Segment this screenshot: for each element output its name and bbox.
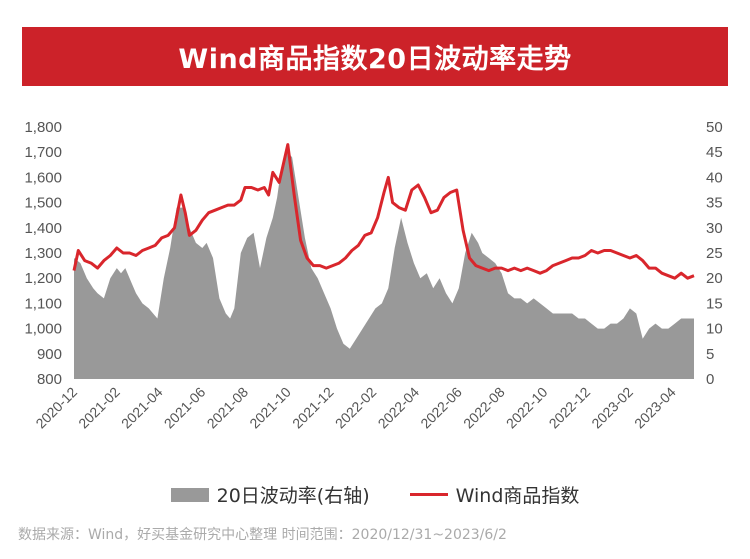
x-axis-ticks: 2020-122021-022021-042021-062021-082021-…	[32, 384, 678, 432]
right-tick-label: 35	[706, 195, 723, 212]
right-tick-label: 25	[706, 245, 723, 262]
left-tick-label: 1,800	[24, 119, 62, 136]
left-axis-ticks: 800 900 1,000 1,100 1,200 1,300 1,400 1,500 1,60…	[24, 119, 62, 388]
left-tick-label: 1,300	[24, 245, 62, 262]
right-tick-label: 45	[706, 144, 723, 161]
left-tick-label: 1,600	[24, 169, 62, 186]
plot-area	[72, 143, 695, 379]
right-tick-label: 0	[706, 371, 714, 388]
x-tick-label: 2021-06	[161, 384, 209, 432]
x-tick-label: 2023-02	[588, 384, 636, 432]
x-tick-label: 2022-04	[375, 384, 423, 432]
title-banner: Wind商品指数20日波动率走势	[22, 27, 728, 86]
x-tick-label: 2022-12	[546, 384, 594, 432]
x-tick-label: 2021-12	[289, 384, 337, 432]
legend: 20日波动率(右轴) Wind商品指数	[0, 481, 750, 508]
left-tick-label: 1,700	[24, 144, 62, 161]
source-note: 数据来源：Wind，好买基金研究中心整理 时间范围：2020/12/31~202…	[18, 527, 507, 543]
right-tick-label: 5	[706, 346, 714, 363]
left-tick-label: 1,000	[24, 321, 62, 338]
legend-item-volatility: 20日波动率(右轴)	[170, 481, 370, 508]
commodity-index-line	[72, 143, 695, 280]
legend-line-label: Wind商品指数	[455, 485, 580, 507]
legend-line-swatch	[409, 493, 448, 496]
right-tick-label: 30	[706, 220, 723, 237]
left-tick-label: 1,400	[24, 220, 62, 237]
left-tick-label: 800	[37, 371, 62, 388]
right-axis-ticks: 0 5 10 15 20 25 30 35 40 45 50	[706, 119, 723, 388]
right-tick-label: 15	[706, 295, 723, 312]
legend-area-label: 20日波动率(右轴)	[216, 485, 370, 507]
x-tick-label: 2021-02	[75, 384, 123, 432]
x-tick-label: 2022-08	[460, 384, 508, 432]
x-tick-label: 2022-02	[332, 384, 380, 432]
left-tick-label: 1,100	[24, 295, 62, 312]
x-tick-label: 2021-10	[246, 384, 294, 432]
chart-title: Wind商品指数20日波动率走势	[178, 44, 572, 75]
x-tick-label: 2020-12	[32, 384, 80, 432]
right-tick-label: 40	[706, 169, 723, 186]
volatility-area	[74, 152, 694, 379]
x-tick-label: 2021-08	[204, 384, 252, 432]
right-tick-label: 20	[706, 270, 723, 287]
x-tick-label: 2023-04	[631, 384, 679, 432]
legend-item-index: Wind商品指数	[409, 481, 580, 508]
x-tick-label: 2021-04	[118, 384, 166, 432]
x-tick-label: 2022-10	[503, 384, 551, 432]
x-tick-label: 2022-06	[417, 384, 465, 432]
left-tick-label: 1,200	[24, 270, 62, 287]
chart-svg: 800 900 1,000 1,100 1,200 1,300 1,400 1,500 1,60…	[24, 119, 723, 432]
left-tick-label: 1,500	[24, 195, 62, 212]
legend-area-swatch	[170, 487, 209, 502]
left-tick-label: 900	[37, 346, 62, 363]
right-tick-label: 50	[706, 119, 723, 136]
right-tick-label: 10	[706, 321, 723, 338]
